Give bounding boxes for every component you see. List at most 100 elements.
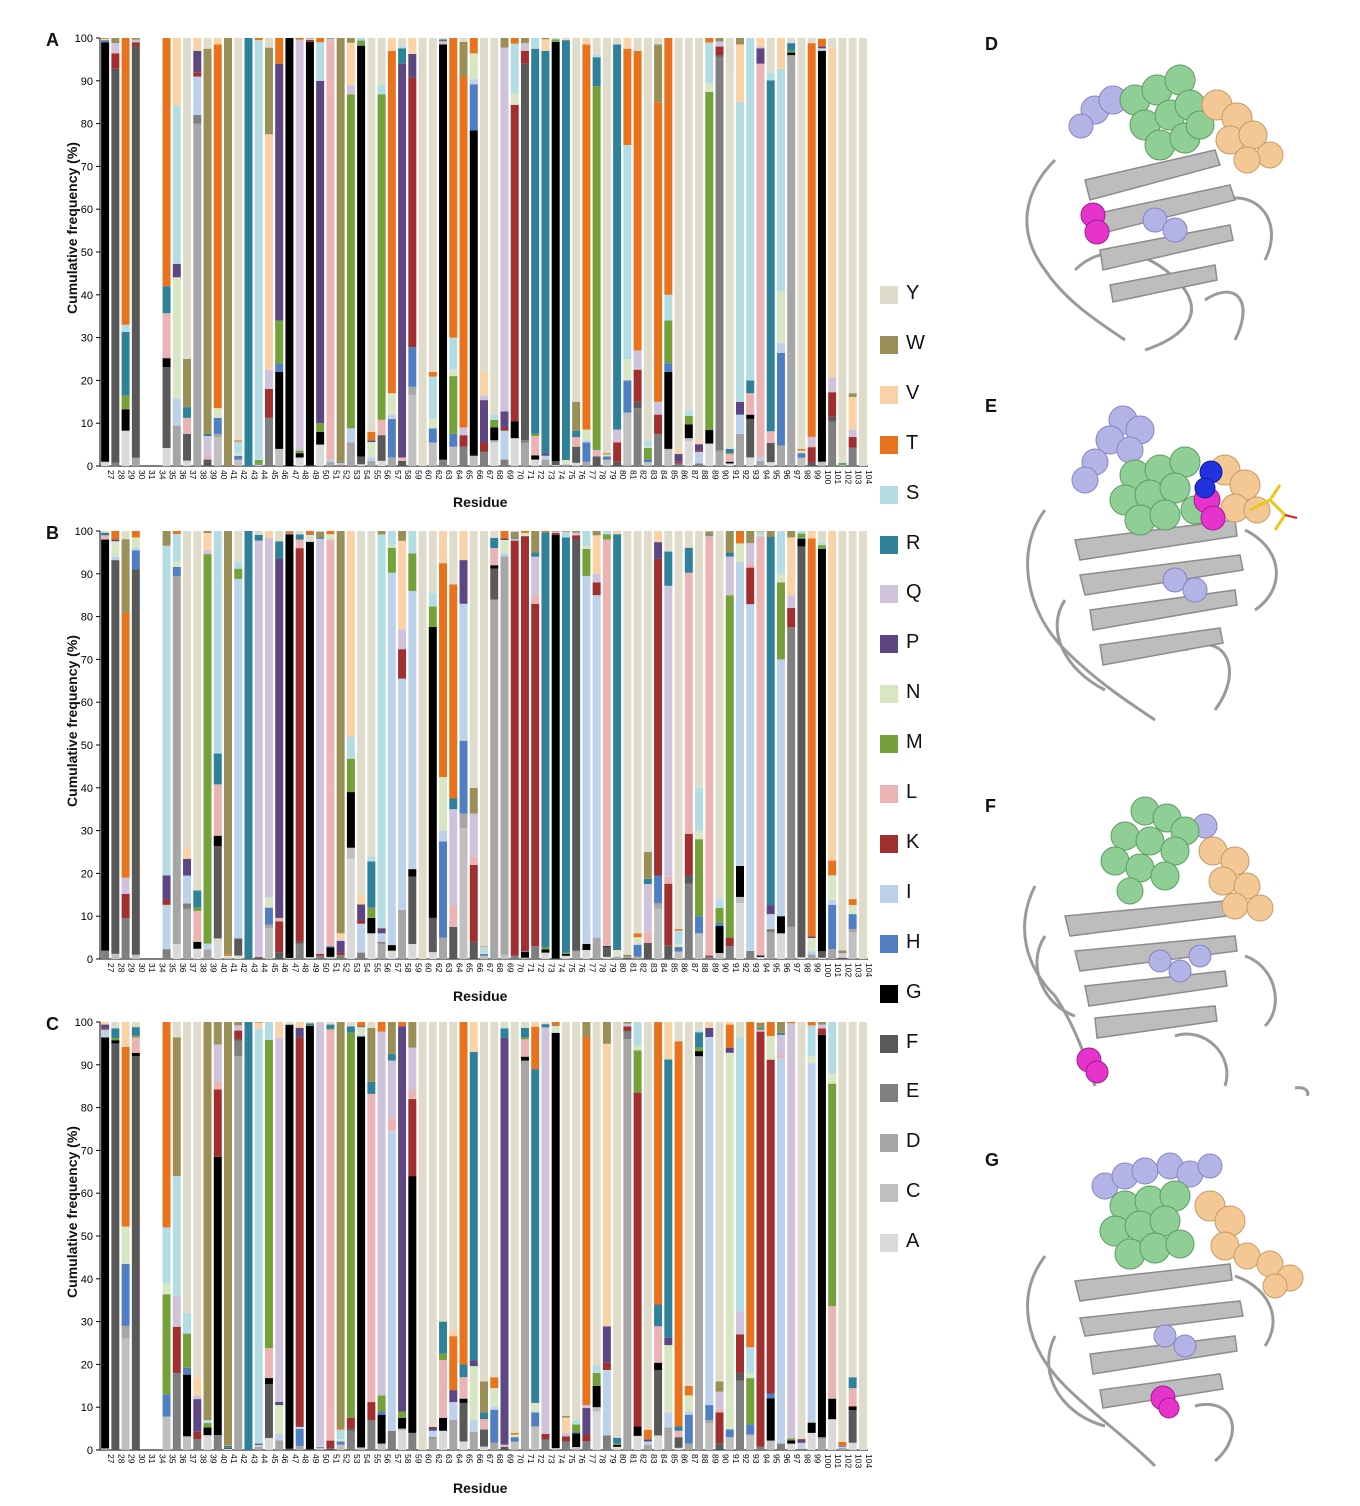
bar-segment-w — [336, 531, 345, 934]
bar-segment-d — [633, 956, 642, 959]
bar-segment-q — [480, 395, 488, 401]
bar-segment-y — [858, 1022, 867, 1450]
x-tick-label: 83 — [649, 1454, 659, 1464]
bar-segment-q — [643, 884, 652, 933]
bar-segment-e — [776, 1443, 785, 1450]
bar-residue-82 — [633, 531, 642, 959]
bar-segment-t — [705, 38, 714, 43]
bar-segment-r — [490, 537, 499, 549]
bar-segment-r — [326, 1024, 335, 1029]
bar-segment-a — [633, 1435, 642, 1450]
bar-residue-60 — [418, 38, 427, 466]
panel-letter-g: G — [985, 1150, 1000, 1170]
bar-segment-v — [828, 47, 837, 378]
bar-residue-64 — [449, 38, 458, 466]
bar-segment-h — [582, 442, 591, 462]
bar-segment-w — [510, 531, 519, 538]
bar-segment-v — [817, 38, 826, 39]
bar-segment-q — [111, 43, 120, 52]
bar-segment-k — [592, 582, 601, 596]
bar-residue-74 — [551, 38, 560, 466]
legend-swatch — [880, 785, 898, 803]
x-tick-label: 78 — [598, 470, 608, 480]
bar-segment-q — [756, 46, 765, 49]
bar-segment-q — [613, 429, 622, 441]
bar-residue-66 — [469, 1022, 478, 1450]
x-axis-label: Residue — [453, 494, 508, 510]
bar-segment-q — [254, 540, 263, 956]
bar-residue-81 — [623, 531, 632, 959]
bar-segment-i — [776, 1058, 785, 1444]
bar-segment-m — [285, 1024, 294, 1025]
legend-label: F — [906, 1030, 919, 1053]
bar-segment-n — [101, 38, 110, 41]
bar-segment-r — [561, 537, 570, 953]
bar-residue-27 — [101, 531, 110, 959]
x-tick-label: 58 — [403, 963, 413, 973]
bar-segment-t — [633, 50, 642, 351]
bar-segment-c — [643, 462, 652, 466]
x-tick-label: 47 — [290, 1454, 300, 1464]
bar-residue-42 — [234, 1022, 243, 1450]
bar-segment-n — [172, 560, 181, 567]
bar-segment-p — [111, 539, 120, 542]
bar-residue-84 — [654, 531, 663, 959]
bar-segment-g — [439, 1417, 448, 1431]
bar-segment-l — [439, 41, 448, 45]
bar-segment-n — [131, 537, 140, 549]
bar-segment-y — [264, 38, 273, 48]
bar-segment-n — [121, 1226, 130, 1264]
bar-segment-c — [592, 1407, 601, 1412]
y-tick-label: 90 — [81, 569, 93, 581]
bar-segment-g — [705, 430, 714, 444]
bar-segment-y — [592, 1022, 601, 1365]
x-tick-label: 87 — [690, 470, 700, 480]
bar-segment-g — [756, 955, 765, 957]
bar-segment-y — [316, 531, 325, 532]
bar-segment-w — [705, 531, 714, 536]
bar-segment-w — [623, 954, 632, 957]
bar-segment-d — [838, 1447, 847, 1450]
bar-segment-k — [725, 937, 734, 947]
bar-segment-y — [428, 1022, 437, 1425]
bar-segment-n — [510, 93, 519, 105]
bar-residue-100 — [817, 531, 826, 959]
bar-segment-g — [510, 421, 519, 439]
bar-segment-l — [213, 1081, 222, 1090]
bar-segment-d — [234, 1056, 243, 1450]
bar-segment-h — [428, 428, 437, 443]
panel-letter-b: B — [46, 523, 59, 543]
bar-segment-c — [746, 1434, 755, 1450]
bar-segment-c — [346, 847, 355, 859]
bar-residue-101 — [828, 1022, 837, 1450]
bar-segment-y — [367, 531, 376, 857]
bar-residue-69 — [500, 531, 509, 959]
bar-segment-c — [797, 458, 806, 466]
x-tick-label: 93 — [751, 470, 761, 480]
bar-segment-g — [736, 865, 744, 897]
x-tick-label: 30 — [137, 1454, 147, 1464]
bar-residue-92 — [736, 38, 744, 466]
bar-residue-97 — [787, 531, 796, 959]
bar-segment-s — [766, 72, 775, 81]
bar-segment-y — [838, 38, 847, 462]
x-tick-label: 77 — [587, 963, 597, 973]
bar-segment-t — [582, 44, 591, 430]
y-tick-label: 80 — [81, 119, 93, 131]
bar-segment-t — [398, 1022, 407, 1027]
x-tick-label: 91 — [731, 963, 741, 973]
bar-segment-a — [736, 903, 744, 959]
y-tick-label: 100 — [75, 33, 93, 45]
bar-segment-k — [162, 899, 171, 905]
bar-residue-103 — [848, 38, 857, 466]
bar-segment-k — [654, 414, 663, 434]
bar-segment-r — [295, 534, 304, 540]
bar-segment-c — [203, 1435, 212, 1437]
bar-segment-v — [183, 847, 192, 859]
bar-segment-q — [520, 43, 529, 51]
x-tick-label: 44 — [260, 963, 270, 973]
bar-segment-q — [838, 953, 847, 957]
bar-segment-q — [776, 1034, 785, 1055]
bar-segment-m — [633, 1050, 642, 1093]
bar-segment-r — [531, 48, 540, 434]
